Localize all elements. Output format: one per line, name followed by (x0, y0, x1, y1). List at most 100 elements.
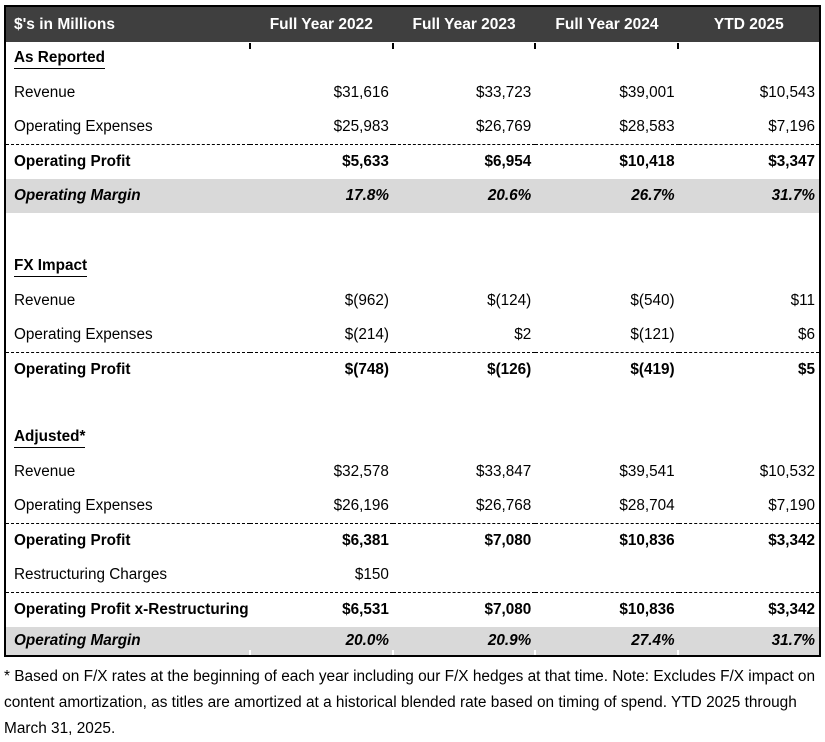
column-header-fy2023: Full Year 2023 (412, 15, 516, 33)
cell-value: $2 (514, 325, 532, 343)
row-label: Operating Expenses (14, 325, 153, 343)
cell-value: $10,543 (759, 84, 815, 101)
table-row: Restructuring Charges $150 (5, 558, 820, 592)
table-row-total: Operating Profit $6,381 $7,080 $10,836 $… (5, 522, 820, 558)
row-label: Restructuring Charges (14, 565, 168, 583)
table-row: Revenue $31,616 $33,723 $39,001 $10,543 (5, 76, 820, 110)
cell-value: $3,342 (678, 522, 820, 558)
cell-value: 31.7% (771, 187, 815, 204)
column-divider-tick (249, 650, 251, 655)
cell-value: $6,381 (249, 522, 393, 558)
cell-value: 31.7% (771, 632, 815, 649)
cell-value: 17.8% (345, 187, 389, 204)
table-row-margin: Operating Margin 20.0% 20.9% 27.4% 31.7% (5, 627, 820, 656)
column-divider-tick (392, 43, 394, 49)
column-header-ytd2025: YTD 2025 (713, 15, 784, 33)
cell-value: $150 (354, 565, 389, 583)
table-row: Operating Expenses $25,983 $26,769 $28,5… (5, 110, 820, 144)
cell-value: $(124) (487, 292, 532, 309)
cell-value: $10,418 (535, 143, 679, 179)
cell-value: $33,847 (475, 463, 532, 480)
row-label: Revenue (14, 292, 76, 309)
row-label: Operating Profit (5, 522, 250, 558)
cell-value: $10,836 (535, 522, 679, 558)
cell-value: $6 (797, 325, 815, 343)
column-divider-tick (392, 650, 394, 655)
column-divider-tick (534, 43, 536, 49)
cell-value: $7,196 (768, 117, 815, 135)
financial-table-wrap: $'s in Millions Full Year 2022 Full Year… (4, 5, 821, 657)
cell-value: $32,578 (333, 463, 389, 480)
cell-value: $(126) (392, 351, 536, 387)
row-label: Operating Margin (14, 632, 141, 649)
section-heading-row: Adjusted* (5, 421, 820, 455)
row-label: Operating Profit (5, 351, 250, 387)
cell-value: $7,080 (392, 522, 536, 558)
cell-value: $(214) (344, 325, 389, 343)
cell-value: 20.0% (345, 632, 389, 649)
financial-results-table: $'s in Millions Full Year 2022 Full Year… (4, 5, 821, 657)
cell-value: $7,080 (392, 591, 536, 627)
cell-value: $33,723 (475, 84, 532, 101)
row-label: Operating Expenses (14, 496, 153, 514)
column-divider-tick (677, 43, 679, 49)
section-heading-as-reported: As Reported (14, 49, 105, 69)
cell-value: 27.4% (631, 632, 675, 649)
section-heading-row: As Reported (5, 42, 820, 76)
cell-value: $10,532 (759, 463, 815, 480)
table-row: Operating Expenses $(214) $2 $(121) $6 (5, 318, 820, 352)
column-header-fy2024: Full Year 2024 (555, 15, 659, 33)
row-label: Operating Expenses (14, 117, 153, 135)
section-heading-adjusted: Adjusted* (14, 428, 86, 448)
cell-value: $28,583 (619, 117, 675, 135)
cell-value: $7,190 (768, 496, 815, 514)
cell-value: 20.6% (487, 187, 532, 204)
section-heading-cell: As Reported (5, 42, 820, 76)
table-row: Revenue $(962) $(124) $(540) $11 (5, 284, 820, 318)
cell-value: $6,954 (392, 143, 536, 179)
spacer-cell (5, 213, 820, 250)
row-label: Operating Profit x-Restructuring (5, 591, 250, 627)
table-title: $'s in Millions (14, 15, 116, 33)
cell-value: $6,531 (249, 591, 393, 627)
cell-value: $28,704 (619, 496, 675, 514)
cell-value: $(121) (630, 325, 675, 343)
cell-value: $31,616 (333, 84, 389, 101)
cell-value: $11 (790, 292, 815, 309)
row-label: Revenue (14, 463, 76, 480)
table-row-total: Operating Profit x-Restructuring $6,531 … (5, 591, 820, 627)
cell-value (393, 558, 535, 592)
row-label: Operating Profit (5, 143, 250, 179)
cell-value: $26,196 (333, 496, 389, 514)
table-header-row: $'s in Millions Full Year 2022 Full Year… (5, 6, 820, 42)
cell-value: $(962) (344, 292, 389, 309)
cell-value (535, 558, 678, 592)
column-divider-tick (677, 650, 679, 655)
footnote: * Based on F/X rates at the beginning of… (4, 668, 816, 737)
cell-value: $10,836 (535, 591, 679, 627)
cell-value: 26.7% (631, 187, 675, 204)
spacer-row (5, 213, 820, 250)
cell-value: $26,769 (475, 117, 532, 135)
row-label: Operating Margin (14, 187, 141, 204)
spacer-cell (5, 387, 820, 421)
table-row-total: Operating Profit $5,633 $6,954 $10,418 $… (5, 143, 820, 179)
cell-value: $39,541 (619, 463, 675, 480)
cell-value: $(540) (630, 292, 675, 309)
section-heading-cell: Adjusted* (5, 421, 820, 455)
section-heading-cell: FX Impact (5, 250, 820, 284)
cell-value: $5 (678, 351, 820, 387)
column-divider-tick (249, 43, 251, 49)
table-row-margin: Operating Margin 17.8% 20.6% 26.7% 31.7% (5, 179, 820, 213)
cell-value: 20.9% (487, 632, 532, 649)
cell-value: $(748) (249, 351, 393, 387)
column-header-fy2022: Full Year 2022 (269, 15, 373, 33)
section-heading-fx-impact: FX Impact (14, 257, 88, 277)
cell-value: $25,983 (333, 117, 389, 135)
table-row: Operating Expenses $26,196 $26,768 $28,7… (5, 489, 820, 523)
cell-value: $26,768 (475, 496, 532, 514)
cell-value: $3,347 (678, 143, 820, 179)
page: $'s in Millions Full Year 2022 Full Year… (4, 5, 821, 742)
table-row: Revenue $32,578 $33,847 $39,541 $10,532 (5, 455, 820, 489)
section-heading-row: FX Impact (5, 250, 820, 284)
